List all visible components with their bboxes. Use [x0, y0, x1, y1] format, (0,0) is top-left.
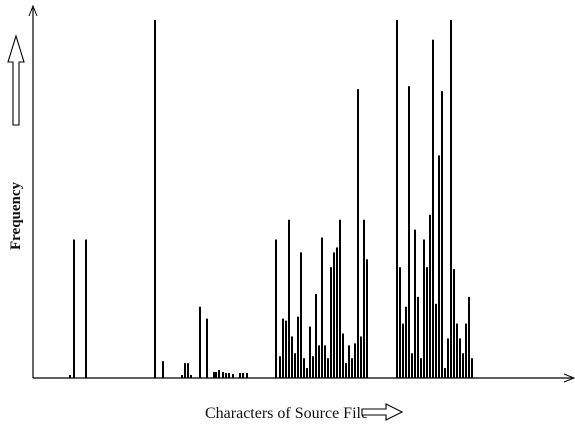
bar: [321, 237, 323, 378]
bar: [288, 219, 290, 378]
bars: [69, 19, 473, 379]
bar: [312, 356, 314, 378]
bar: [366, 259, 368, 378]
bar: [465, 323, 467, 378]
bar: [225, 373, 227, 378]
bar: [423, 239, 425, 378]
bar: [333, 252, 335, 378]
bar: [285, 320, 287, 378]
bar: [447, 338, 449, 378]
bar: [330, 267, 332, 378]
bar: [239, 373, 241, 378]
bar: [282, 318, 284, 378]
bar: [417, 296, 419, 378]
bar: [309, 326, 311, 378]
bar: [215, 372, 217, 378]
bar: [339, 219, 341, 378]
bar: [85, 239, 87, 378]
bar: [420, 358, 422, 378]
bar: [69, 375, 71, 378]
bar: [402, 323, 404, 378]
bar: [324, 345, 326, 378]
bar: [432, 39, 434, 378]
bar: [213, 372, 215, 378]
bar: [242, 373, 244, 378]
bar: [73, 239, 75, 378]
bar: [291, 336, 293, 378]
bar: [336, 247, 338, 378]
y-axis-label: Frequency: [8, 181, 24, 250]
bar: [318, 345, 320, 378]
bar: [315, 293, 317, 378]
bar: [426, 267, 428, 378]
bar: [279, 356, 281, 378]
bar: [435, 303, 437, 378]
bar: [181, 375, 183, 378]
bar: [300, 252, 302, 378]
bar: [246, 373, 248, 378]
bar: [411, 353, 413, 378]
bar: [399, 267, 401, 378]
y-axis-arrowhead-icon: [28, 4, 38, 17]
bar: [414, 229, 416, 378]
up-arrow-icon: [7, 34, 25, 126]
bar: [462, 353, 464, 378]
right-arrow-icon: [361, 403, 404, 421]
bar: [450, 19, 452, 378]
bar: [297, 316, 299, 378]
bar: [429, 214, 431, 378]
bar: [342, 333, 344, 378]
bar: [206, 318, 208, 378]
bar: [351, 358, 353, 378]
arrows: [7, 34, 404, 421]
bar: [303, 358, 305, 378]
bar: [357, 89, 359, 379]
bar: [441, 91, 443, 378]
bar: [453, 269, 455, 378]
bar: [405, 306, 407, 378]
bar: [327, 358, 329, 378]
bar: [396, 19, 398, 378]
bar: [162, 361, 164, 378]
x-axis-label: Characters of Source File: [205, 405, 368, 422]
x-axis-arrowhead-icon: [563, 373, 575, 383]
bar: [444, 368, 446, 378]
bar: [456, 323, 458, 378]
bar: [408, 86, 410, 379]
bar: [184, 363, 186, 378]
bar: [218, 370, 220, 378]
bar: [438, 155, 440, 378]
bar: [190, 375, 192, 378]
bar: [471, 358, 473, 378]
bar: [228, 373, 230, 378]
bar: [154, 19, 156, 378]
bar: [348, 345, 350, 378]
bar: [345, 363, 347, 378]
axis-labels: Frequency Characters of Source File: [8, 181, 368, 422]
bar: [275, 239, 277, 378]
bar: [363, 219, 365, 378]
bar: [199, 306, 201, 378]
bar: [294, 353, 296, 378]
bar: [468, 296, 470, 378]
bar: [187, 363, 189, 378]
axes: [28, 4, 575, 383]
bar: [222, 372, 224, 378]
bar: [354, 343, 356, 378]
bar: [360, 336, 362, 378]
bar: [459, 338, 461, 378]
bar: [306, 368, 308, 378]
bar: [232, 374, 234, 378]
